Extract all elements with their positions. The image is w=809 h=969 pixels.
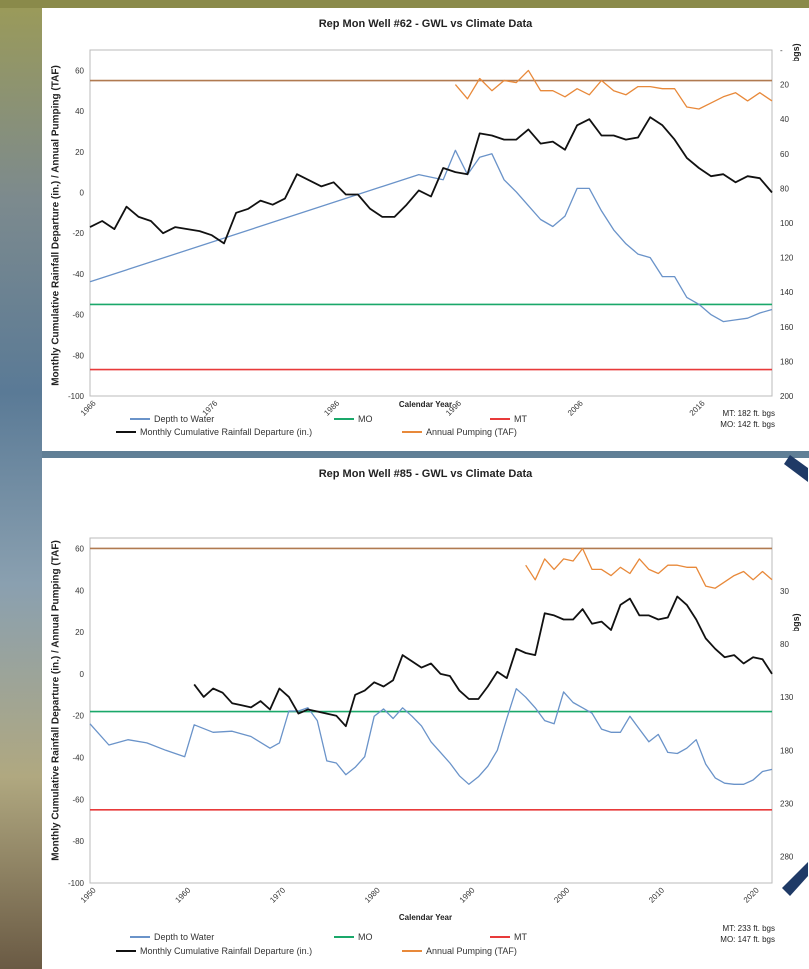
arrow-shape-lower (782, 862, 808, 896)
arrow-shape-upper (784, 455, 808, 482)
